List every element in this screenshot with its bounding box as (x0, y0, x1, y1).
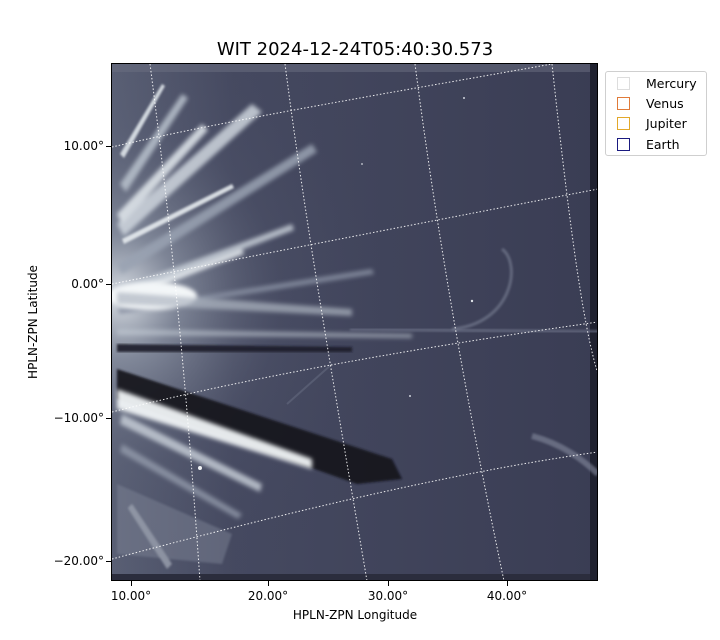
y-tick-label: 10.00° (63, 139, 104, 153)
y-tick-label: 0.00° (71, 277, 104, 291)
coordinate-grid (112, 64, 598, 581)
venus-swatch (617, 96, 630, 110)
x-tick-label: 40.00° (486, 589, 528, 603)
x-tick-label: 30.00° (367, 589, 409, 603)
legend-item-jupiter: Jupiter (617, 115, 687, 131)
earth-swatch (617, 137, 630, 151)
y-tick-mark (106, 418, 111, 419)
legend-label: Mercury (646, 75, 697, 91)
legend-item-venus: Venus (617, 95, 684, 111)
x-tick-mark (388, 581, 389, 586)
x-tick-label: 20.00° (247, 589, 289, 603)
heliospheric-image (112, 64, 598, 581)
x-axis-label: HPLN-ZPN Longitude (292, 608, 418, 622)
solar-wind-image (112, 64, 598, 581)
legend: Mercury Venus Jupiter Earth (605, 71, 707, 156)
plot-title: WIT 2024-12-24T05:40:30.573 (216, 39, 494, 60)
y-axis-label: HPLN-ZPN Latitude (26, 265, 40, 379)
x-tick-mark (131, 581, 132, 586)
jupiter-swatch (617, 116, 630, 130)
x-tick-mark (507, 581, 508, 586)
y-tick-mark (106, 561, 111, 562)
x-tick-mark (268, 581, 269, 586)
mercury-swatch (617, 76, 630, 90)
y-tick-label: −20.00° (53, 554, 104, 568)
x-tick-label: 10.00° (110, 589, 152, 603)
legend-label: Jupiter (646, 115, 687, 131)
legend-label: Venus (646, 95, 684, 111)
y-tick-label: −10.00° (53, 411, 104, 425)
y-tick-mark (106, 146, 111, 147)
y-tick-mark (106, 284, 111, 285)
legend-item-earth: Earth (617, 136, 680, 152)
legend-item-mercury: Mercury (617, 75, 697, 91)
legend-label: Earth (646, 136, 680, 152)
